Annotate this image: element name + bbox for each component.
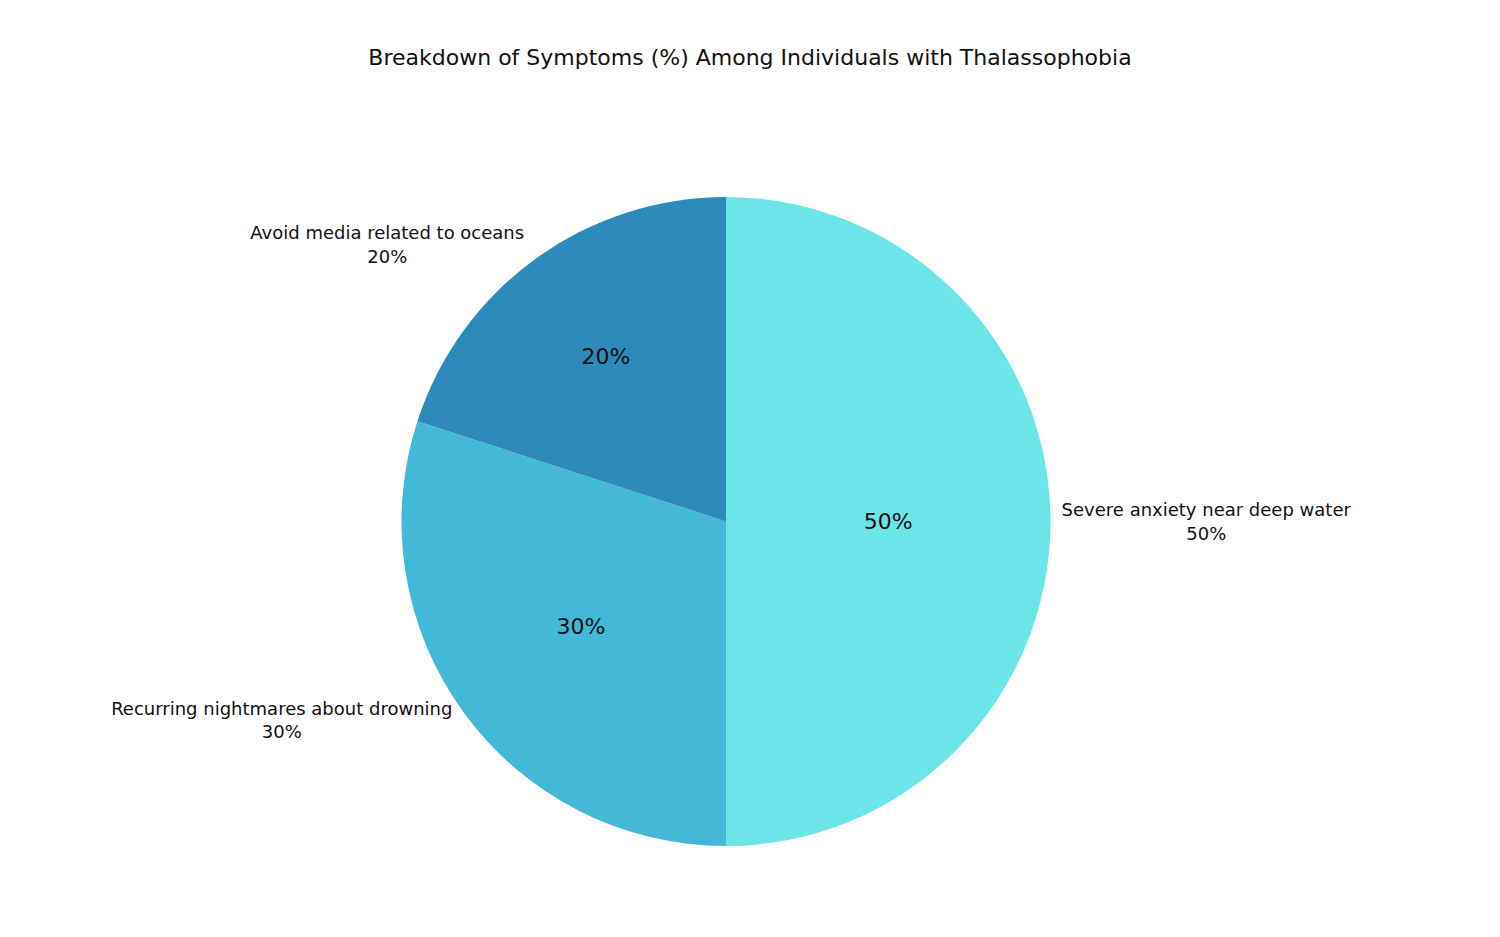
svg-text:50%: 50% xyxy=(864,509,913,534)
svg-text:20%: 20% xyxy=(581,344,630,369)
svg-text:30%: 30% xyxy=(556,614,605,639)
svg-text:Breakdown of Symptoms (%) Amon: Breakdown of Symptoms (%) Among Individu… xyxy=(368,45,1131,70)
svg-text:Severe anxiety near deep water: Severe anxiety near deep water50% xyxy=(1062,499,1352,543)
svg-text:Avoid media related to oceans2: Avoid media related to oceans20% xyxy=(250,222,524,266)
svg-text:Recurring nightmares about dro: Recurring nightmares about drowning30% xyxy=(111,698,452,742)
